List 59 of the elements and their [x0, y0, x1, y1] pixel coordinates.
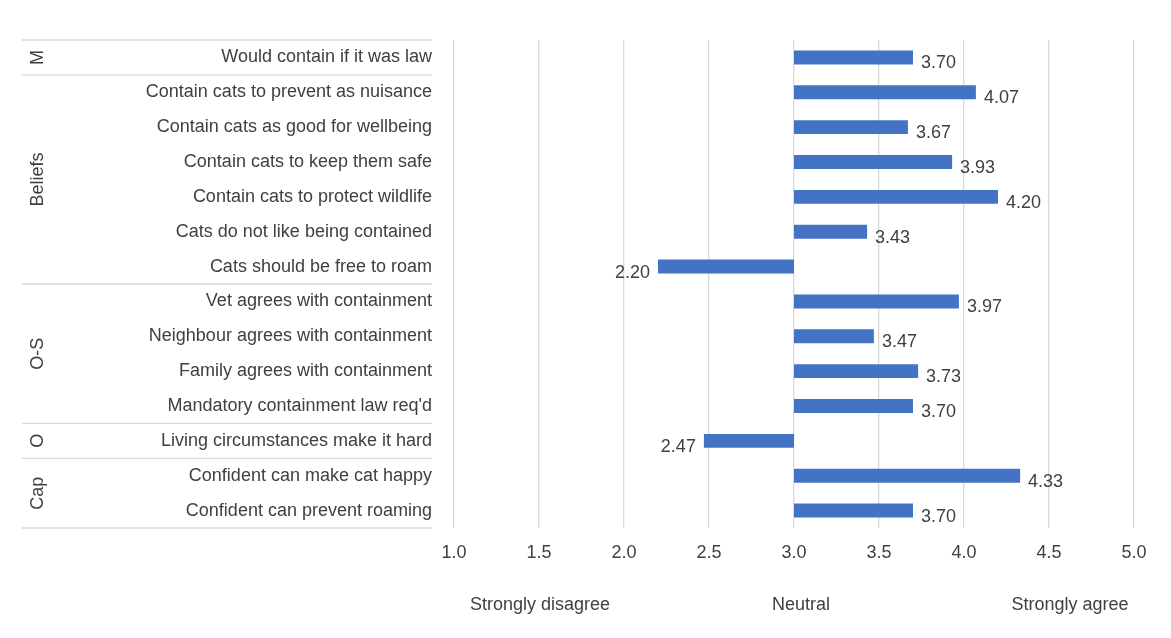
bar	[794, 468, 1021, 483]
text: M	[26, 49, 47, 65]
bar	[794, 189, 998, 204]
x-tick-label: 5.0	[1121, 541, 1147, 562]
x-tick-label: 2.0	[611, 541, 637, 562]
data-label: 4.33	[1028, 470, 1064, 491]
data-label: 3.70	[921, 52, 957, 73]
data-label: 4.07	[983, 87, 1019, 108]
y-tick-label: Neighbour agrees with containment	[148, 325, 432, 346]
bar	[794, 155, 953, 169]
x-tick-label: 1.0	[441, 541, 467, 562]
bar	[794, 120, 908, 135]
data-label: 3.70	[921, 400, 957, 421]
text: Neutral	[771, 593, 831, 614]
y-tick-label: Cats do not like being contained	[175, 220, 432, 241]
data-label: 3.67	[915, 122, 951, 143]
bar	[794, 399, 913, 413]
data-label: 3.43	[875, 226, 911, 247]
bar	[794, 85, 976, 100]
data-label: 2.47	[660, 435, 696, 456]
data-label: 3.47	[881, 331, 917, 352]
x-tick-label: 4.5	[1036, 541, 1062, 562]
text: O-S	[26, 337, 47, 370]
bar	[794, 294, 959, 309]
y-tick-label: Family agrees with containment	[178, 360, 432, 381]
y-tick-label: Would contain if it was law	[221, 46, 433, 67]
y-tick-label: Contain cats to prevent as nuisance	[145, 81, 432, 102]
x-tick-label: 2.5	[696, 541, 722, 562]
y-tick-label: Living circumstances make it hard	[160, 429, 432, 450]
y-tick-label: Contain cats to protect wildlife	[192, 185, 432, 206]
data-label: 4.20	[1006, 191, 1042, 212]
data-label: 2.20	[614, 261, 650, 282]
bar	[794, 50, 913, 65]
y-tick-label: Contain cats to keep them safe	[183, 150, 432, 171]
data-label: 3.97	[966, 296, 1002, 317]
bar	[794, 329, 874, 344]
x-tick-label: 3.0	[781, 541, 807, 562]
bar	[794, 503, 913, 518]
data-label: 3.73	[926, 366, 962, 387]
x-tick-label: 4.0	[951, 541, 977, 562]
text: O	[26, 433, 47, 448]
x-tick-label: 1.5	[526, 541, 552, 562]
text: Cap	[26, 476, 47, 510]
data-label: 3.70	[921, 505, 957, 526]
y-tick-label: Mandatory containment law req'd	[167, 394, 432, 415]
bar	[658, 259, 794, 274]
y-tick-label: Vet agrees with containment	[205, 290, 432, 311]
bar	[794, 224, 868, 239]
y-tick-label: Contain cats as good for wellbeing	[156, 116, 432, 137]
text: Strongly agree	[1011, 593, 1129, 614]
text: Strongly disagree	[469, 593, 611, 614]
y-tick-label: Cats should be free to roam	[209, 255, 432, 276]
y-tick-label: Confident can prevent roaming	[185, 499, 432, 520]
data-label: 3.93	[960, 156, 996, 177]
bar	[703, 433, 794, 448]
text: Beliefs	[26, 152, 47, 207]
x-tick-label: 3.5	[866, 541, 892, 562]
bar	[794, 364, 919, 379]
y-tick-label: Confident can make cat happy	[188, 464, 432, 485]
